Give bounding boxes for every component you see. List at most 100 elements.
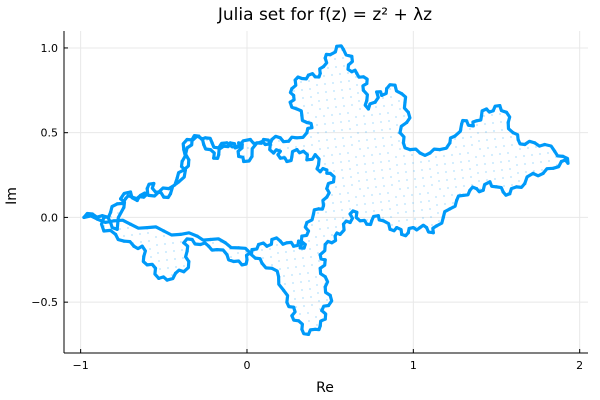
data-point [341,222,346,226]
interior-dot [334,218,336,220]
data-point [173,271,178,275]
interior-dot [366,139,368,141]
interior-dot [415,226,417,228]
data-point [325,195,329,199]
interior-dot [110,216,112,218]
interior-dot [477,132,479,134]
interior-dot [175,266,177,268]
interior-dot [343,145,345,147]
data-point [182,148,186,152]
interior-dot [270,256,272,258]
interior-dot [411,194,413,196]
interior-dot [349,128,351,130]
data-point [287,139,291,143]
data-point [290,87,294,91]
data-point [257,141,261,145]
interior-dot [327,147,329,149]
data-point [461,193,465,197]
interior-dot [500,121,502,123]
interior-dot [479,188,481,190]
interior-dot [317,132,319,134]
interior-dot [303,305,305,307]
interior-dot [453,170,455,172]
interior-dot [325,131,327,133]
data-point [551,166,555,170]
interior-dot [399,188,401,190]
data-point [335,44,339,48]
data-point [561,154,565,158]
interior-dot [404,203,406,205]
interior-dot [395,196,397,198]
interior-dot [437,212,439,214]
x-tick-label: 0 [243,359,250,372]
interior-dot [335,106,337,108]
interior-dot [356,164,358,166]
interior-dot [364,123,366,125]
data-point [418,226,422,230]
data-point [365,81,369,86]
data-point [114,232,118,236]
interior-dot [451,194,453,196]
data-point [178,232,182,236]
interior-dot [311,224,313,226]
interior-dot [391,144,393,146]
interior-dot [295,306,297,308]
interior-dot [315,316,317,318]
data-point [237,144,241,148]
data-point [403,100,407,104]
interior-dot [340,81,342,83]
interior-dot [182,257,184,259]
interior-dot [318,100,320,102]
interior-dot [363,195,365,197]
interior-dot [318,260,320,262]
data-point [115,202,119,206]
interior-dot [326,99,328,101]
data-point [318,253,322,257]
data-point [175,176,179,180]
interior-dot [364,203,366,205]
interior-dot [398,220,400,222]
interior-dot [308,120,310,122]
data-point [265,244,269,248]
interior-dot [437,172,439,174]
data-point [263,142,267,147]
interior-dot [308,320,310,322]
data-point [292,244,296,248]
interior-dot [331,194,333,196]
interior-dot [339,113,341,115]
data-point [207,244,211,248]
data-point [321,204,326,208]
interior-dot [349,208,351,210]
interior-dot [427,192,429,194]
data-point [145,263,149,267]
interior-dot [349,88,351,90]
data-point [262,137,266,142]
data-point [145,187,149,191]
data-point [112,219,116,223]
interior-dot [357,132,359,134]
interior-dot [358,100,360,102]
interior-dot [555,156,557,158]
interior-dot [318,300,320,302]
interior-dot [327,107,329,109]
interior-dot [343,105,345,107]
data-point [303,242,307,247]
interior-dot [355,156,357,158]
interior-dot [492,162,494,164]
interior-dot [140,241,142,243]
interior-dot [431,184,433,186]
interior-dot [356,124,358,126]
interior-dot [397,172,399,174]
data-point [305,220,309,225]
interior-dot [382,97,384,99]
interior-dot [478,180,480,182]
interior-dot [503,185,505,187]
data-point [225,141,229,145]
interior-dot [519,148,521,150]
interior-dot [494,178,496,180]
data-point [566,161,570,165]
interior-dot [455,186,457,188]
interior-dot [374,138,376,140]
interior-dot [395,156,397,158]
interior-dot [429,168,431,170]
